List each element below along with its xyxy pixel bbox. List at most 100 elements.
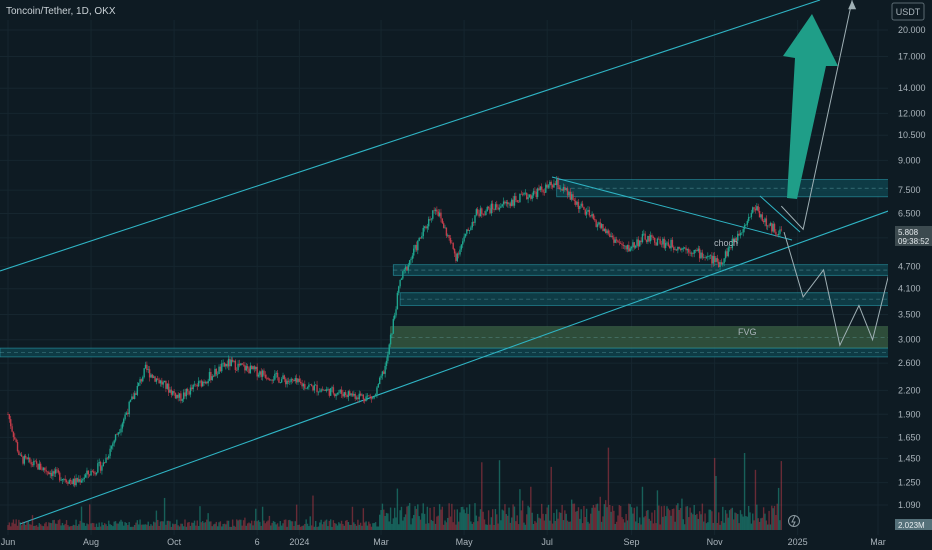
candle bbox=[611, 232, 614, 240]
candle bbox=[351, 391, 354, 397]
candle bbox=[42, 467, 45, 472]
volume-bar bbox=[447, 517, 449, 530]
volume-bar bbox=[114, 521, 117, 530]
candle bbox=[314, 384, 317, 386]
volume-bar bbox=[570, 499, 573, 530]
candle-body bbox=[615, 239, 618, 241]
volume-bar bbox=[500, 520, 502, 530]
candle-body bbox=[203, 381, 205, 384]
candle-body bbox=[546, 184, 548, 188]
candle bbox=[159, 379, 162, 387]
volume-bar bbox=[506, 515, 509, 530]
candle-body bbox=[639, 240, 641, 247]
time-axis[interactable]: Jun Aug Oct 6 2024 Mar May Jul Sep Nov 2025 Mar bbox=[0, 535, 932, 550]
candle-body bbox=[656, 238, 659, 246]
candle-body bbox=[242, 364, 245, 366]
volume-bar bbox=[475, 515, 478, 530]
volume-bar bbox=[600, 521, 603, 530]
candle-body bbox=[172, 391, 174, 395]
candle bbox=[388, 343, 390, 355]
volume-bar bbox=[399, 510, 401, 530]
candle-body bbox=[479, 208, 482, 217]
volume-bar bbox=[238, 519, 241, 530]
volume-bar bbox=[150, 524, 152, 530]
candle bbox=[361, 393, 363, 397]
price-axis[interactable]: 20.00017.00014.00012.00010.5009.0007.500… bbox=[888, 20, 932, 535]
candle bbox=[590, 214, 592, 218]
candle bbox=[643, 229, 645, 236]
candle-body bbox=[594, 218, 596, 221]
candle-body bbox=[410, 258, 412, 261]
candle-body bbox=[554, 183, 557, 185]
volume-badge: 2.023M bbox=[895, 519, 932, 530]
candle-body bbox=[655, 242, 657, 246]
candle bbox=[749, 216, 751, 218]
candle-body bbox=[125, 412, 128, 415]
candle-body bbox=[305, 388, 307, 390]
candle bbox=[155, 378, 158, 385]
candle-body bbox=[775, 231, 777, 235]
volume-bar bbox=[618, 505, 621, 530]
candle-body bbox=[285, 379, 287, 385]
candle bbox=[110, 445, 113, 452]
candle bbox=[671, 236, 674, 248]
candle-body bbox=[523, 193, 525, 195]
volume-bar bbox=[180, 523, 182, 530]
volume-bar bbox=[68, 526, 70, 530]
volume-bar bbox=[467, 513, 469, 530]
candle-body bbox=[75, 478, 77, 486]
candle bbox=[520, 190, 522, 195]
candle bbox=[645, 239, 648, 244]
volume-bar bbox=[716, 522, 719, 530]
candle-body bbox=[389, 334, 392, 345]
volume-bar bbox=[82, 522, 84, 530]
candle-body bbox=[252, 366, 254, 370]
candle bbox=[204, 380, 207, 385]
candle bbox=[272, 375, 275, 384]
volume-bar bbox=[411, 518, 414, 530]
candle bbox=[298, 375, 301, 383]
candle bbox=[383, 369, 385, 375]
candle bbox=[602, 223, 604, 232]
price-axis-bg bbox=[888, 20, 932, 535]
volume-bar bbox=[584, 516, 586, 530]
price-tick-label: 4.700 bbox=[898, 261, 921, 271]
volume-bar bbox=[532, 523, 535, 530]
candle-body bbox=[677, 246, 679, 251]
candle-body bbox=[526, 192, 528, 200]
volume-bar bbox=[327, 526, 329, 530]
candle bbox=[423, 225, 426, 232]
candle-body bbox=[346, 394, 348, 398]
volume-bar bbox=[583, 505, 585, 530]
candle bbox=[63, 478, 65, 482]
candle-body bbox=[265, 377, 268, 379]
candle bbox=[312, 385, 314, 392]
volume-bar bbox=[780, 461, 783, 530]
volume-bar bbox=[372, 523, 374, 530]
candle-body bbox=[521, 194, 524, 196]
currency-button[interactable]: USDT bbox=[891, 2, 925, 21]
candle bbox=[385, 357, 388, 370]
candle-body bbox=[297, 378, 299, 383]
candle-body bbox=[753, 207, 755, 209]
volume-bar bbox=[442, 524, 445, 530]
candle bbox=[777, 230, 780, 238]
volume-bar bbox=[629, 504, 631, 530]
candle-body bbox=[396, 292, 399, 310]
candle bbox=[762, 219, 765, 224]
candle-body bbox=[487, 206, 490, 209]
candle-body bbox=[223, 362, 226, 367]
candle-body bbox=[758, 210, 761, 218]
volume-bar bbox=[764, 513, 766, 530]
candle bbox=[82, 477, 84, 483]
price-tick-label: 20.000 bbox=[898, 25, 926, 35]
lightning-icon[interactable] bbox=[788, 515, 800, 527]
volume-bar bbox=[685, 506, 687, 530]
volume-bar bbox=[10, 526, 12, 530]
candle bbox=[280, 377, 283, 383]
candle-body bbox=[441, 218, 444, 224]
candle-body bbox=[718, 261, 720, 268]
candle-body bbox=[355, 397, 358, 399]
volume-bar bbox=[287, 520, 290, 530]
